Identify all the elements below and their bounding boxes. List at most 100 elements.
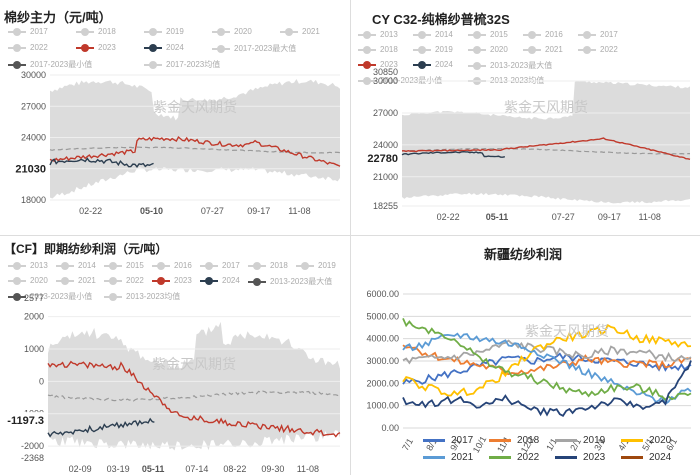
current-value-badge xyxy=(4,160,48,177)
series-2024 xyxy=(47,417,155,438)
legend-label: 2022 xyxy=(126,276,144,285)
legend-item[interactable]: 2021 xyxy=(280,27,320,36)
legend-swatch xyxy=(358,76,376,85)
legend-swatch xyxy=(152,261,170,270)
y-tick-label: 5000.00 xyxy=(366,311,399,321)
legend-item[interactable]: 2014 xyxy=(413,30,453,39)
legend-swatch xyxy=(280,27,298,36)
legend-label: 2020 xyxy=(490,45,508,54)
chart-plot: 30000 27000 24000 18000 21030 02-22 05-10 07-27… xyxy=(4,70,341,216)
legend-item[interactable]: 2021 xyxy=(56,276,96,285)
legend-item[interactable]: 2021 xyxy=(423,452,473,463)
legend-item[interactable]: 2019 xyxy=(296,261,336,270)
legend-item[interactable]: 2024 xyxy=(200,276,240,285)
legend-item[interactable]: 2023 xyxy=(76,43,116,52)
chart-plot: 6000.00 5000.00 4000.00 3000.00 2000.00 1000.… xyxy=(366,289,692,455)
legend-label: 2022 xyxy=(600,45,618,54)
x-tick-label: 09-17 xyxy=(247,206,270,216)
legend-label: 2014 xyxy=(435,30,453,39)
legend-item[interactable]: 2022 xyxy=(489,452,539,463)
series-2023 xyxy=(401,137,691,161)
legend-item[interactable]: 2013-2023均值 xyxy=(104,291,180,302)
legend-item[interactable]: 2019 xyxy=(555,435,605,446)
legend-label: 2016 xyxy=(545,30,563,39)
legend-item[interactable]: 2020 xyxy=(621,435,671,446)
legend-item[interactable]: 2013-2023最大值 xyxy=(468,60,552,71)
legend-item[interactable]: 2013-2023最小值 xyxy=(8,291,92,302)
legend-label: 2020 xyxy=(30,276,48,285)
series-2019 xyxy=(402,339,692,365)
legend-item[interactable]: 2018 xyxy=(76,27,116,36)
legend-label: 2013 xyxy=(380,30,398,39)
legend-item[interactable]: 2013-2023均值 xyxy=(468,75,544,86)
legend-item[interactable]: 2017-2023最大值 xyxy=(212,43,296,54)
legend-item[interactable]: 2020 xyxy=(8,276,48,285)
legend-item[interactable]: 2018 xyxy=(248,261,288,270)
legend-item[interactable]: 2020 xyxy=(468,45,508,54)
legend-item[interactable]: 2024 xyxy=(413,60,453,69)
legend-label: 2013-2023最小值 xyxy=(380,76,443,85)
legend-item[interactable]: 2017-2023最小值 xyxy=(8,59,92,70)
legend-swatch xyxy=(8,292,26,301)
legend-label: 2024 xyxy=(435,60,453,69)
series-2023 xyxy=(49,136,341,167)
legend-label: 2021 xyxy=(545,45,563,54)
x-tick-label: 07-27 xyxy=(552,212,575,222)
current-value-label: 22780 xyxy=(367,153,398,165)
legend-item[interactable]: 2017-2023均值 xyxy=(144,59,220,70)
legend-item[interactable]: 2020 xyxy=(212,27,252,36)
legend-item[interactable]: 2016 xyxy=(523,30,563,39)
legend-item[interactable]: 2022 xyxy=(104,276,144,285)
series-2024 xyxy=(49,157,154,168)
legend-item[interactable]: 2015 xyxy=(104,261,144,270)
legend-item[interactable]: 2015 xyxy=(468,30,508,39)
legend-swatch xyxy=(8,27,26,36)
legend-label: 2015 xyxy=(126,261,144,270)
legend-item[interactable]: 2017 xyxy=(8,27,48,36)
legend-swatch xyxy=(578,30,596,39)
chart-title: 新疆纺纱利润 xyxy=(484,247,563,262)
legend-swatch xyxy=(555,456,577,459)
legend-swatch xyxy=(56,261,74,270)
legend-label: 2022 xyxy=(517,452,540,463)
y-tick-label: 2000.00 xyxy=(366,378,399,388)
legend-item[interactable]: 2017 xyxy=(423,435,473,446)
legend-item[interactable]: 2013 xyxy=(358,30,398,39)
legend-item[interactable]: 2018 xyxy=(358,45,398,54)
legend-item[interactable]: 2019 xyxy=(144,27,184,36)
chart-panel-cotton-yarn-main: 棉纱主力（元/吨） 2017 2018 2019 2020 2021 2022 2023 20… xyxy=(0,0,350,235)
legend-swatch xyxy=(212,27,230,36)
legend-label: 2017 xyxy=(600,30,618,39)
legend-item[interactable]: 2018 xyxy=(489,435,539,446)
legend-item[interactable]: 2014 xyxy=(56,261,96,270)
legend-label: 2017 xyxy=(30,27,48,36)
legend-item[interactable]: 2019 xyxy=(413,45,453,54)
x-tick-label: 03-19 xyxy=(107,464,130,474)
legend-item[interactable]: 2013-2023最小值 xyxy=(358,75,442,86)
legend-swatch xyxy=(8,60,26,69)
legend-item[interactable]: 2022 xyxy=(578,45,618,54)
y-tick-label: 18000 xyxy=(21,195,46,205)
y-tick-label: -2368 xyxy=(21,453,44,463)
legend-item[interactable]: 2024 xyxy=(144,43,184,52)
legend-item[interactable]: 2022 xyxy=(8,43,48,52)
y-tick-label: 0 xyxy=(39,376,44,386)
x-tick-label: 05-11 xyxy=(486,212,509,222)
legend-item[interactable]: 2013 xyxy=(8,261,48,270)
legend-label: 2013-2023均值 xyxy=(126,292,181,301)
legend-item[interactable]: 2021 xyxy=(523,45,563,54)
series-mean xyxy=(49,146,341,154)
legend-item[interactable]: 2023 xyxy=(555,452,605,463)
y-tick-label: 30850 xyxy=(373,67,398,77)
legend-item[interactable]: 2013-2023最大值 xyxy=(248,276,332,287)
legend-item[interactable]: 2024 xyxy=(621,452,671,463)
chart-legend: 2013 2014 2015 2016 2017 2018 2019 2020 2021 2022… xyxy=(358,30,698,90)
legend-item[interactable]: 2017 xyxy=(200,261,240,270)
legend-label: 2018 xyxy=(380,45,398,54)
legend-item[interactable]: 2023 xyxy=(152,276,192,285)
legend-label: 2013-2023最大值 xyxy=(270,277,333,286)
legend-item[interactable]: 2016 xyxy=(152,261,192,270)
x-tick-label: 08-22 xyxy=(223,464,246,474)
legend-item[interactable]: 2023 xyxy=(358,60,398,69)
legend-item[interactable]: 2017 xyxy=(578,30,618,39)
